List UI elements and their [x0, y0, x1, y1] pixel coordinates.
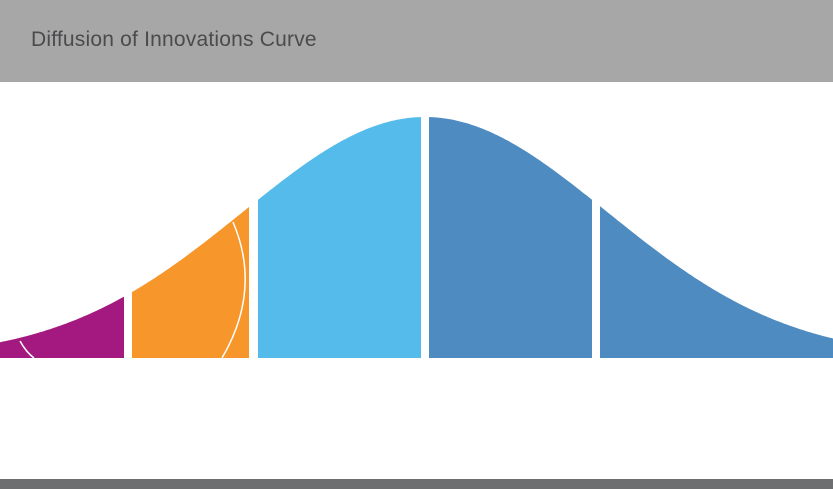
decor-arc — [19, 340, 35, 359]
footer-bar — [0, 479, 833, 489]
decor-arc — [221, 221, 246, 359]
late-majority-segment — [429, 117, 592, 358]
bell-curve — [0, 117, 833, 359]
header-bar: Diffusion of Innovations Curve — [0, 0, 833, 82]
innovators-segment — [0, 296, 124, 358]
early-majority-segment — [258, 117, 421, 358]
laggards-segment — [600, 206, 833, 358]
early-adopters-segment — [132, 207, 249, 358]
header-title: Diffusion of Innovations Curve — [31, 28, 317, 51]
